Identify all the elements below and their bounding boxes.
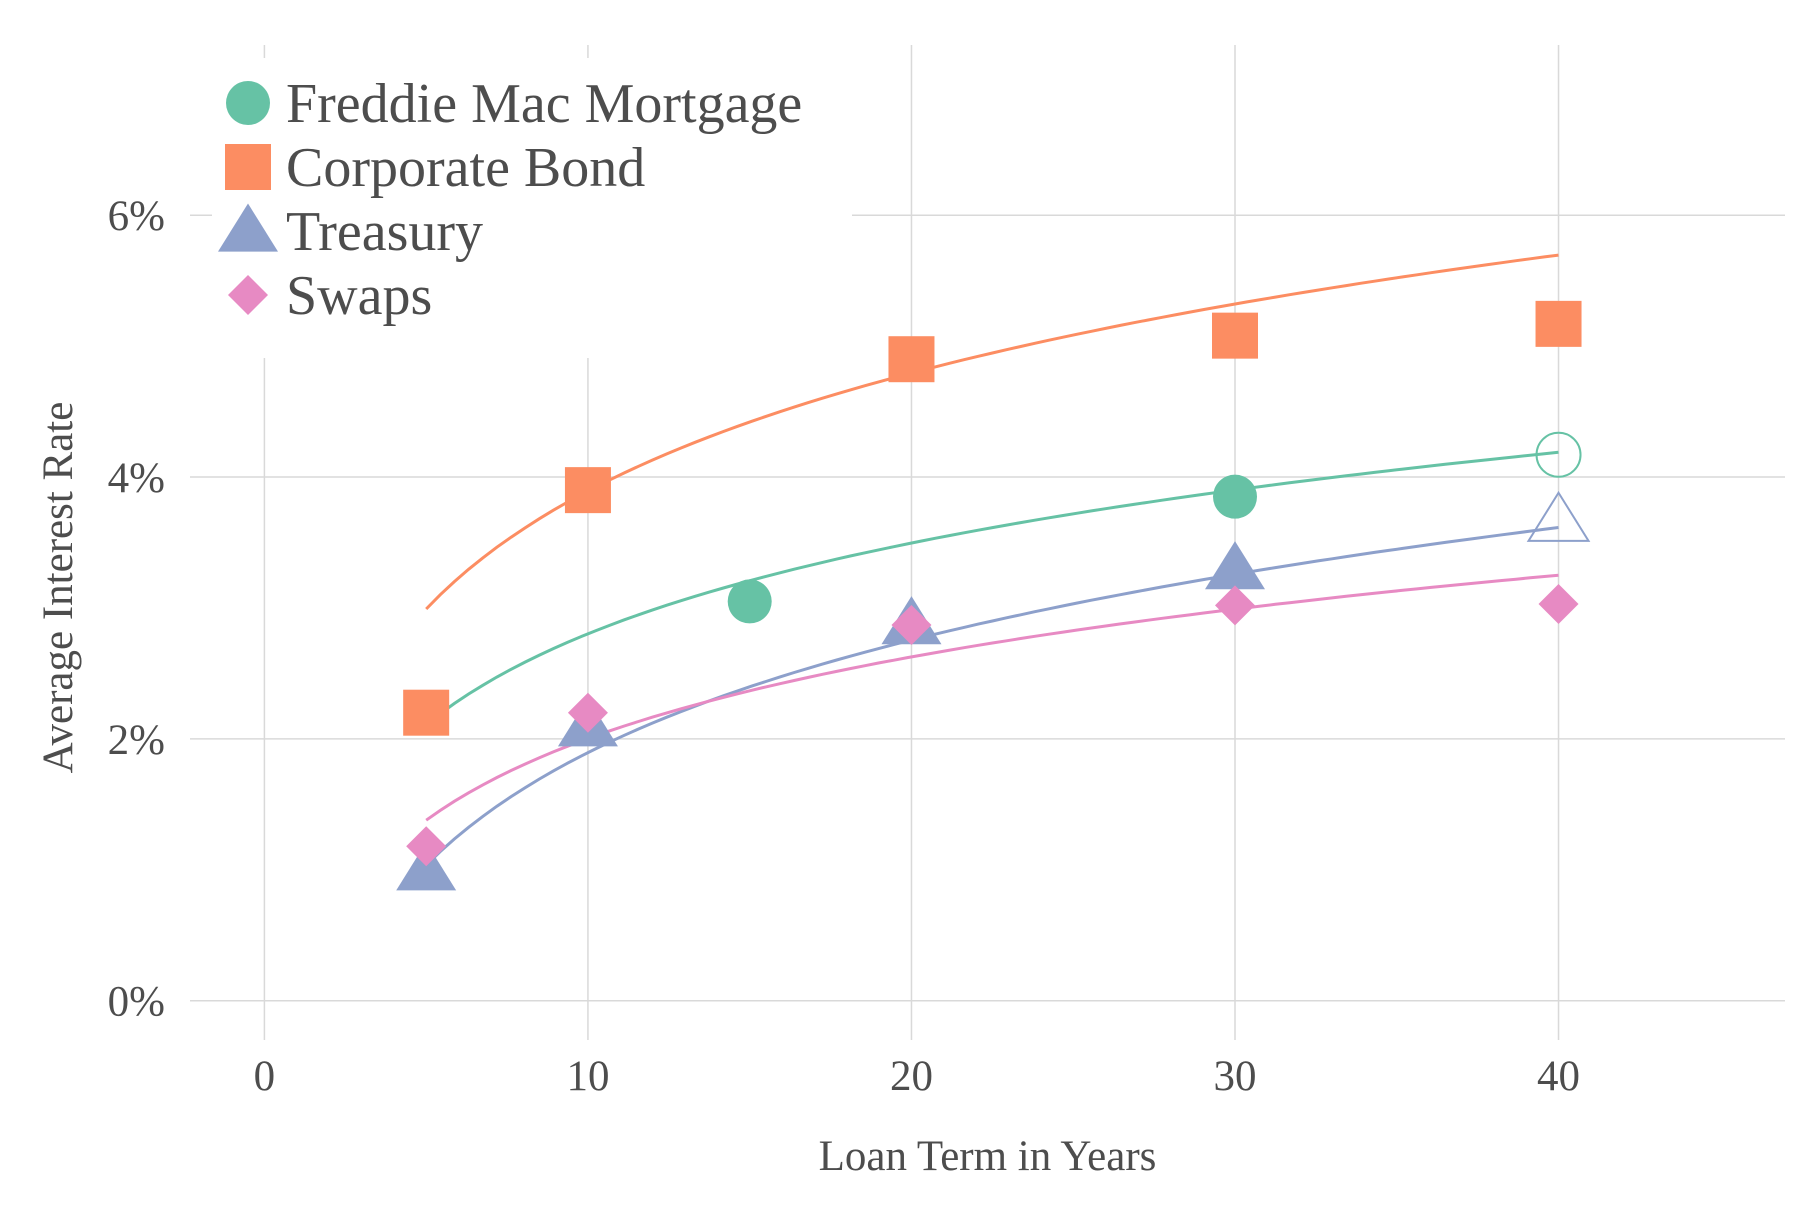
point-corporate-bond-20: [888, 336, 935, 383]
y-tick-label-6: 6%: [108, 193, 165, 240]
legend-marker-swaps: [228, 275, 268, 315]
legend-label-swaps: Swaps: [286, 265, 432, 327]
point-corporate-bond-10: [564, 467, 611, 514]
y-tick-label-4: 4%: [108, 455, 165, 502]
point-swaps-10: [567, 692, 608, 733]
legend-label-freddie-mac-mortgage: Freddie Mac Mortgage: [286, 73, 802, 135]
x-axis-title: Loan Term in Years: [819, 1133, 1157, 1180]
point-corporate-bond-30: [1212, 312, 1258, 359]
x-tick-label-20: 20: [890, 1053, 933, 1100]
point-corporate-bond-5: [403, 689, 450, 736]
tick-labels: 0 10 20 30 40 0% 2% 4% 6%: [108, 193, 1580, 1100]
point-swaps-5: [406, 826, 447, 867]
y-tick-label-2: 2%: [108, 717, 165, 764]
fit-line-corporate-bond: [425, 253, 1559, 611]
legend-item-freddie-mac-mortgage: Freddie Mac Mortgage: [226, 73, 802, 135]
fit-line-freddie-mac-mortgage: [425, 450, 1559, 726]
legend-item-corporate-bond: Corporate Bond: [225, 137, 645, 199]
legend-label-corporate-bond: Corporate Bond: [286, 137, 645, 199]
point-freddie-mac-mortgage-40: [1535, 431, 1582, 478]
fit-line-treasury: [425, 526, 1559, 867]
point-swaps-20: [891, 604, 932, 645]
point-treasury-5: [396, 842, 457, 891]
x-tick-label-30: 30: [1214, 1053, 1257, 1100]
legend-marker-freddie-mac-mortgage: [226, 81, 270, 125]
y-tick-label-0: 0%: [108, 979, 165, 1026]
legend-label-treasury: Treasury: [286, 201, 483, 263]
point-swaps-40: [1538, 584, 1579, 625]
point-treasury-30: [1205, 541, 1265, 590]
x-tick-label-10: 10: [566, 1053, 609, 1100]
legend-item-swaps: Swaps: [228, 265, 432, 327]
point-corporate-bond-40: [1535, 300, 1582, 347]
point-swaps-30: [1215, 585, 1255, 626]
legend-background: [212, 58, 852, 358]
x-tick-label-0: 0: [254, 1053, 276, 1100]
point-freddie-mac-mortgage-30: [1213, 474, 1257, 519]
point-freddie-mac-mortgage-15: [727, 579, 772, 624]
fit-lines: [425, 253, 1559, 867]
legend: Freddie Mac Mortgage Corporate Bond Trea…: [212, 58, 852, 358]
legend-marker-corporate-bond: [225, 144, 271, 190]
y-axis-title: Average Interest Rate: [35, 402, 82, 774]
legend-item-treasury: Treasury: [218, 201, 483, 263]
x-tick-label-40: 40: [1537, 1053, 1580, 1100]
point-treasury-40: [1526, 490, 1591, 542]
fit-line-swaps: [425, 573, 1559, 822]
data-points: [396, 300, 1591, 891]
legend-marker-treasury: [218, 203, 278, 252]
